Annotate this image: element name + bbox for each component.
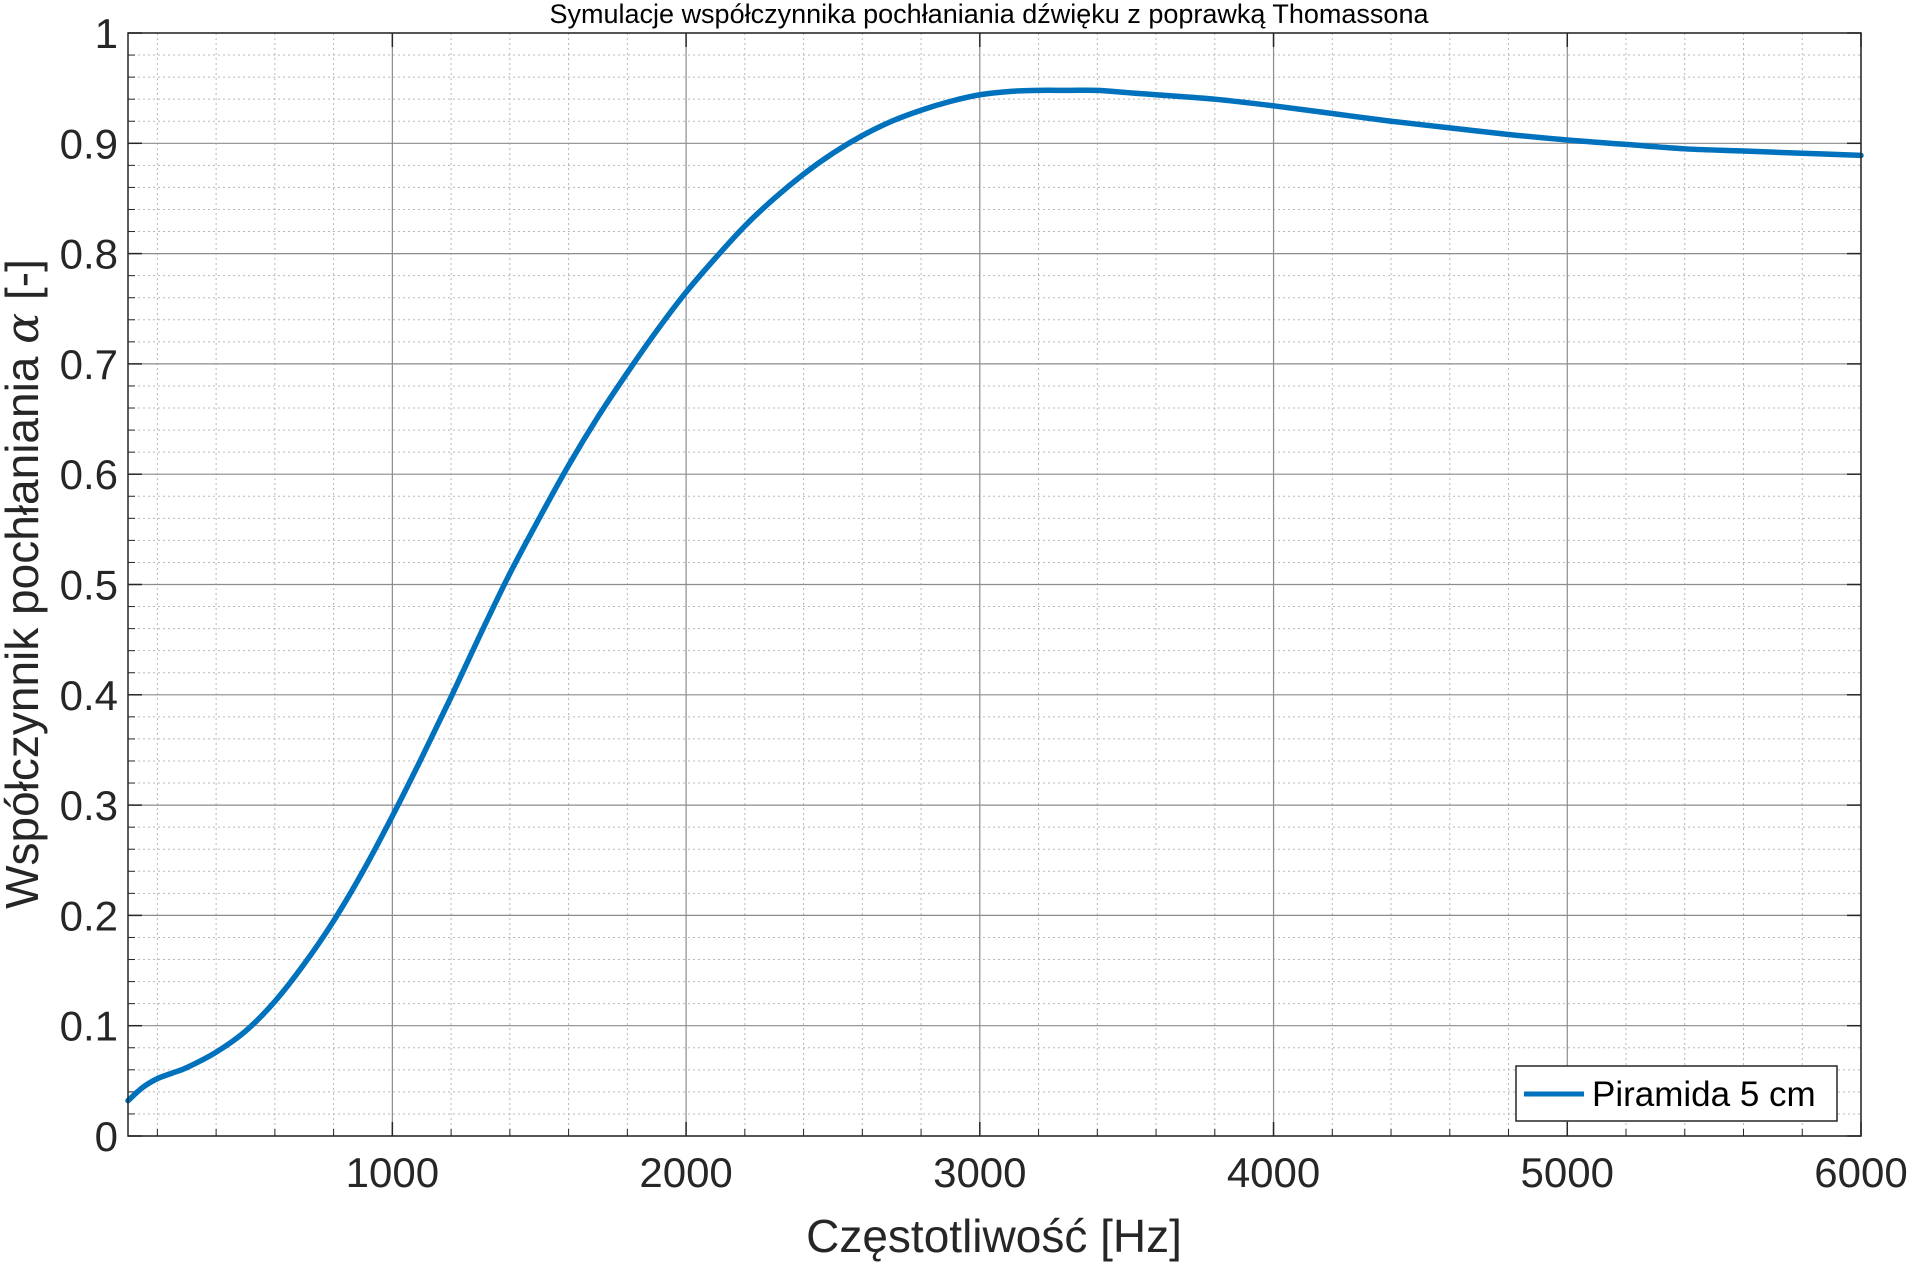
y-axis-label-text: Współczynnik pochłaniania <box>0 356 48 909</box>
chart-title: Symulacje współczynnika pochłaniania dźw… <box>550 0 1430 29</box>
y-tick-label: 0.2 <box>60 892 118 939</box>
x-tick-label: 5000 <box>1521 1149 1614 1196</box>
y-tick-label: 0.6 <box>60 451 118 498</box>
y-tick-label: 0.3 <box>60 782 118 829</box>
legend-label: Piramida 5 cm <box>1592 1075 1816 1114</box>
x-tick-label: 3000 <box>933 1149 1026 1196</box>
y-tick-label: 0.7 <box>60 341 118 388</box>
y-axis-label-symbol: α <box>0 313 49 344</box>
y-tick-label: 0.5 <box>60 562 118 609</box>
x-axis-label: Częstotliwość [Hz] <box>806 1210 1182 1262</box>
x-tick-label: 1000 <box>346 1149 439 1196</box>
y-tick-label: 0 <box>95 1113 118 1160</box>
y-tick-label: 0.4 <box>60 672 118 719</box>
legend: Piramida 5 cm <box>1515 1065 1838 1122</box>
x-tick-label: 6000 <box>1814 1149 1907 1196</box>
y-axis-label-unit: [-] <box>0 259 48 300</box>
y-tick-label: 0.1 <box>60 1003 118 1050</box>
y-tick-label: 1 <box>95 10 118 57</box>
series-line-piramida-5cm <box>125 87 1864 1104</box>
major-grid <box>128 32 1862 1137</box>
legend-box <box>1515 1065 1838 1122</box>
plot-area-frame <box>127 32 1862 1137</box>
x-tick-label: 2000 <box>639 1149 732 1196</box>
y-tick-labels: 0 0.1 0.2 0.3 0.4 0.5 0.6 0.7 0.8 0.9 1 <box>60 10 118 1160</box>
y-axis-label: Współczynnik pochłaniania α [-] <box>0 259 49 909</box>
y-tick-label: 0.8 <box>60 231 118 278</box>
x-tick-label: 4000 <box>1227 1149 1320 1196</box>
series-layer <box>125 87 1864 1104</box>
y-tick-label: 0.9 <box>60 120 118 167</box>
x-tick-labels: 1000 2000 3000 4000 5000 6000 <box>346 1149 1908 1196</box>
